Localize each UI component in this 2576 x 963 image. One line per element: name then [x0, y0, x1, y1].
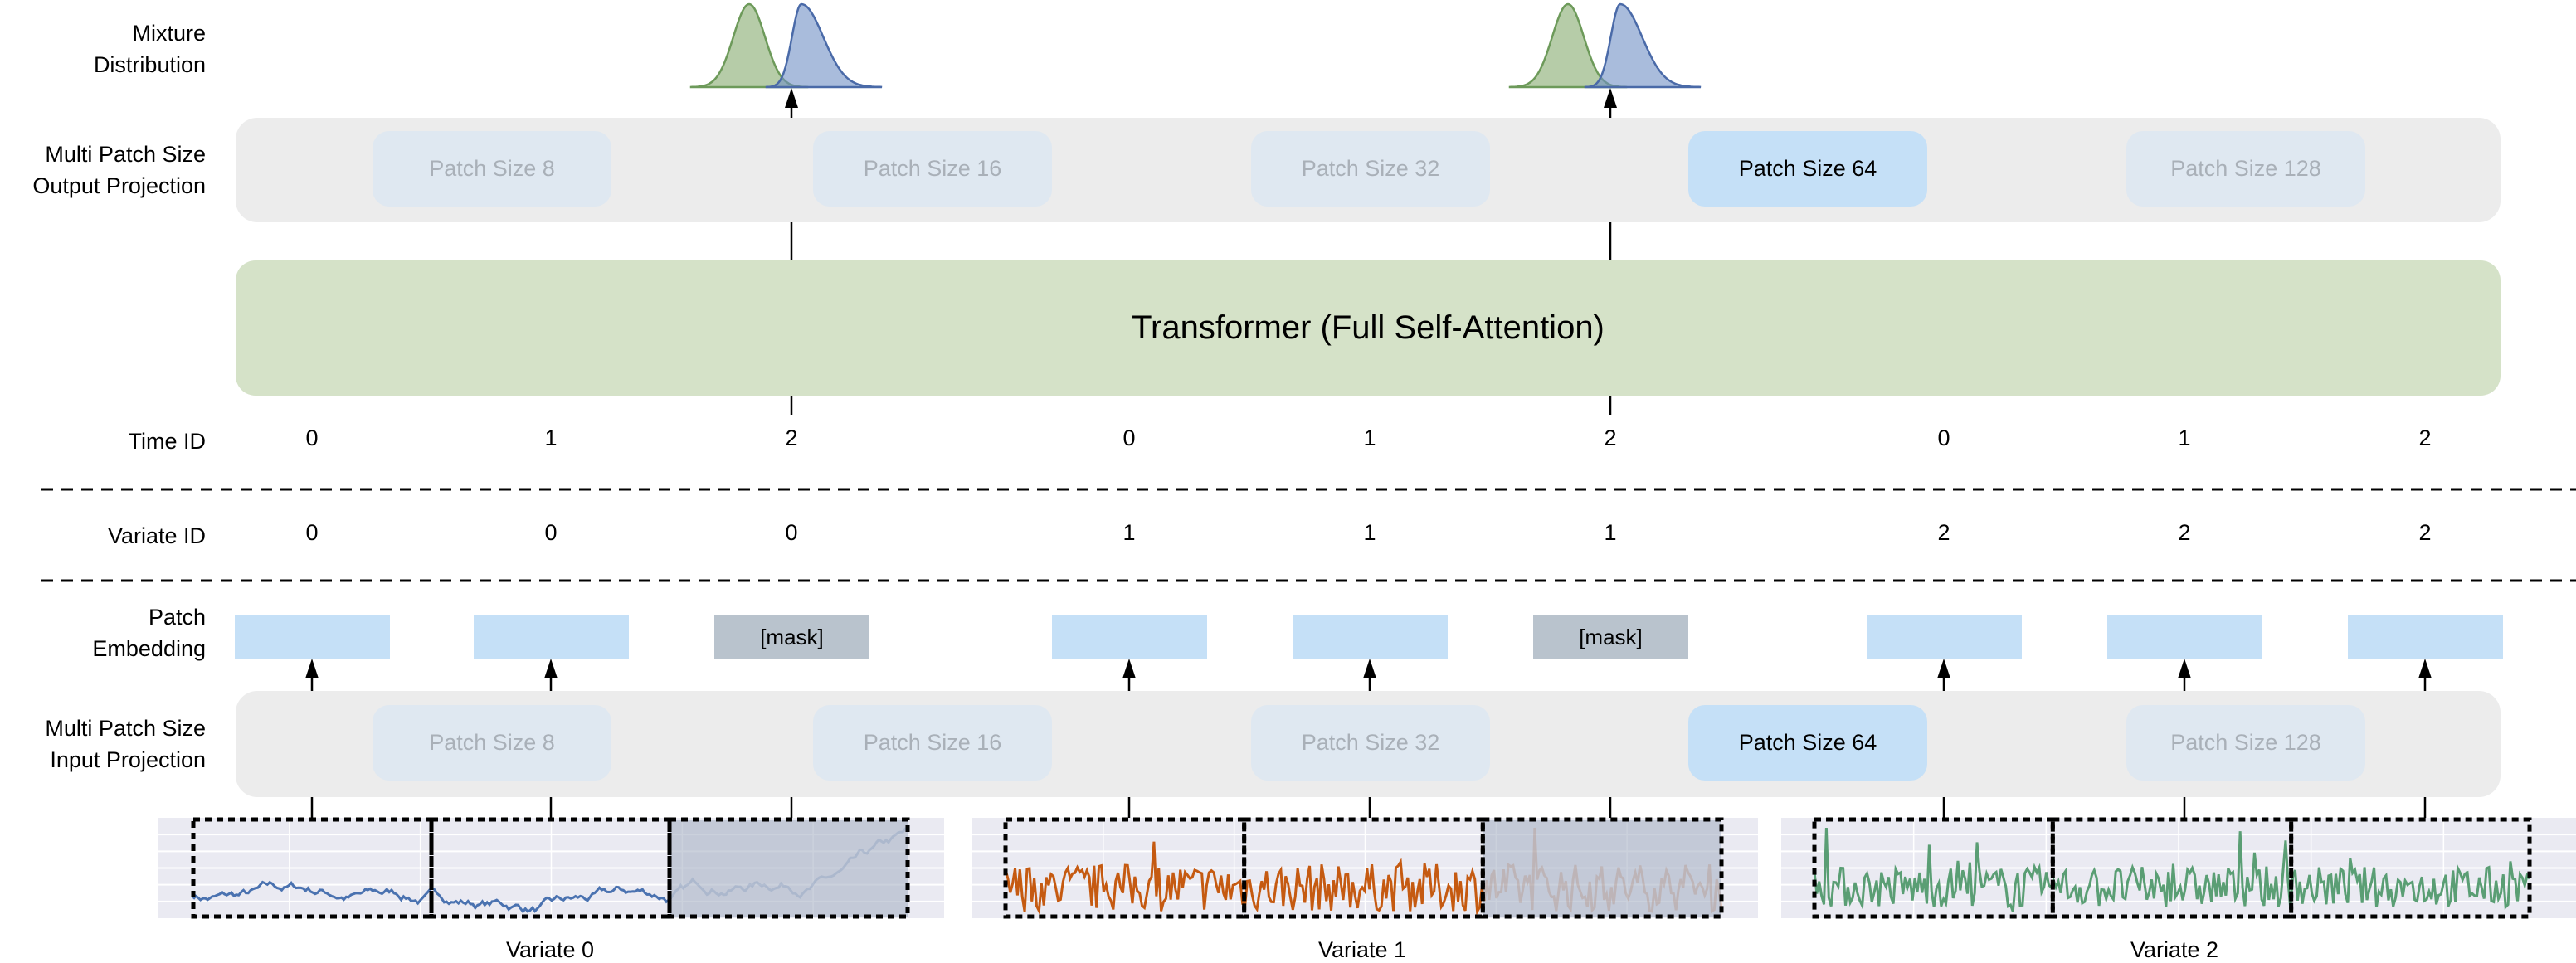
- arrow-head-icon: [1122, 659, 1136, 678]
- mixture-distribution-label: Mixture Distribution: [94, 17, 206, 80]
- time-id: 2: [785, 426, 798, 450]
- variate-id: 2: [2178, 520, 2191, 545]
- patch-size-box: Patch Size 16: [813, 131, 1052, 207]
- arrow-head-icon: [1604, 88, 1617, 108]
- variate-id: 0: [305, 520, 319, 545]
- time-id: 2: [1604, 426, 1617, 450]
- patch-embedding-token: [1293, 615, 1448, 659]
- label-line: Multi Patch Size: [45, 142, 206, 167]
- patch-dashed-box: [667, 817, 910, 919]
- label-line: Distribution: [93, 52, 206, 77]
- time-id: 1: [544, 426, 558, 450]
- masked-patch-overlay: [670, 820, 908, 917]
- patch-size-box: Patch Size 64: [1688, 705, 1927, 781]
- patch-size-box: Patch Size 32: [1251, 131, 1490, 207]
- time-id: 0: [1122, 426, 1136, 450]
- patch-dashed-box: [2050, 817, 2294, 919]
- patch-embedding-token: [1052, 615, 1207, 659]
- transformer-label: Transformer (Full Self-Attention): [1132, 309, 1605, 346]
- time-id: 2: [2418, 426, 2432, 450]
- patch-embedding-label: Patch Embedding: [92, 601, 206, 664]
- mask-token: [mask]: [714, 615, 869, 659]
- patch-dashed-box: [1812, 817, 2055, 919]
- variate-id-label: Variate ID: [107, 523, 206, 548]
- label-line: Input Projection: [50, 747, 206, 772]
- variate-id: 1: [1363, 520, 1376, 545]
- patch-dashed-box: [429, 817, 672, 919]
- label-line: Mixture: [132, 21, 206, 46]
- patch-size-box: Patch Size 16: [813, 705, 1052, 781]
- patch-size-box: Patch Size 8: [373, 131, 611, 207]
- label-line: Patch: [148, 605, 206, 630]
- variate-label: Variate 1: [1317, 937, 1407, 962]
- arrow-head-icon: [1363, 659, 1376, 678]
- time-id: 1: [2178, 426, 2191, 450]
- variate-id: 2: [1937, 520, 1950, 545]
- patch-size-box: Patch Size 8: [373, 705, 611, 781]
- time-series-line: [2291, 858, 2531, 911]
- variate-id: 0: [785, 520, 798, 545]
- patch-embedding-token: [2348, 615, 2503, 659]
- patch-embedding-token: [1867, 615, 2022, 659]
- label-line: Embedding: [92, 636, 206, 661]
- masked-patch-overlay: [1483, 820, 1721, 917]
- transformer-block: Transformer (Full Self-Attention): [236, 260, 2501, 396]
- variate-label: Variate 0: [505, 937, 595, 962]
- arrow-head-icon: [785, 88, 798, 108]
- patch-dashed-box: [1242, 817, 1485, 919]
- label-line: Multi Patch Size: [45, 716, 206, 741]
- patch-dashed-box: [1480, 817, 1724, 919]
- variate-id: 1: [1604, 520, 1617, 545]
- patch-size-box: Patch Size 64: [1688, 131, 1927, 207]
- patch-size-box: Patch Size 32: [1251, 705, 1490, 781]
- distribution-curve-b: [765, 2, 883, 89]
- input-projection-label: Multi Patch Size Input Projection: [45, 713, 206, 776]
- variate-id: 0: [544, 520, 558, 545]
- patch-size-box: Patch Size 128: [2126, 705, 2365, 781]
- time-id-label: Time ID: [128, 429, 207, 454]
- patch-dashed-box: [2289, 817, 2532, 919]
- label-line: Output Projection: [32, 173, 206, 198]
- variate-label: Variate 2: [2130, 937, 2219, 962]
- time-id: 0: [305, 426, 319, 450]
- arrow-head-icon: [305, 659, 319, 678]
- patch-dashed-box: [191, 817, 434, 919]
- distribution-curve-b: [1584, 2, 1702, 89]
- time-id: 0: [1937, 426, 1950, 450]
- arrow-head-icon: [2178, 659, 2191, 678]
- arrow-head-icon: [544, 659, 558, 678]
- arrow-head-icon: [2418, 659, 2432, 678]
- variate-id: 1: [1122, 520, 1136, 545]
- patch-size-box: Patch Size 128: [2126, 131, 2365, 207]
- variate-id: 2: [2418, 520, 2432, 545]
- patch-embedding-token: [474, 615, 629, 659]
- time-id: 1: [1363, 426, 1376, 450]
- patch-embedding-token: [235, 615, 390, 659]
- patch-embedding-token: [2107, 615, 2262, 659]
- output-projection-label: Multi Patch Size Output Projection: [32, 139, 206, 202]
- arrow-head-icon: [1937, 659, 1950, 678]
- mask-token: [mask]: [1533, 615, 1688, 659]
- patch-dashed-box: [1003, 817, 1247, 919]
